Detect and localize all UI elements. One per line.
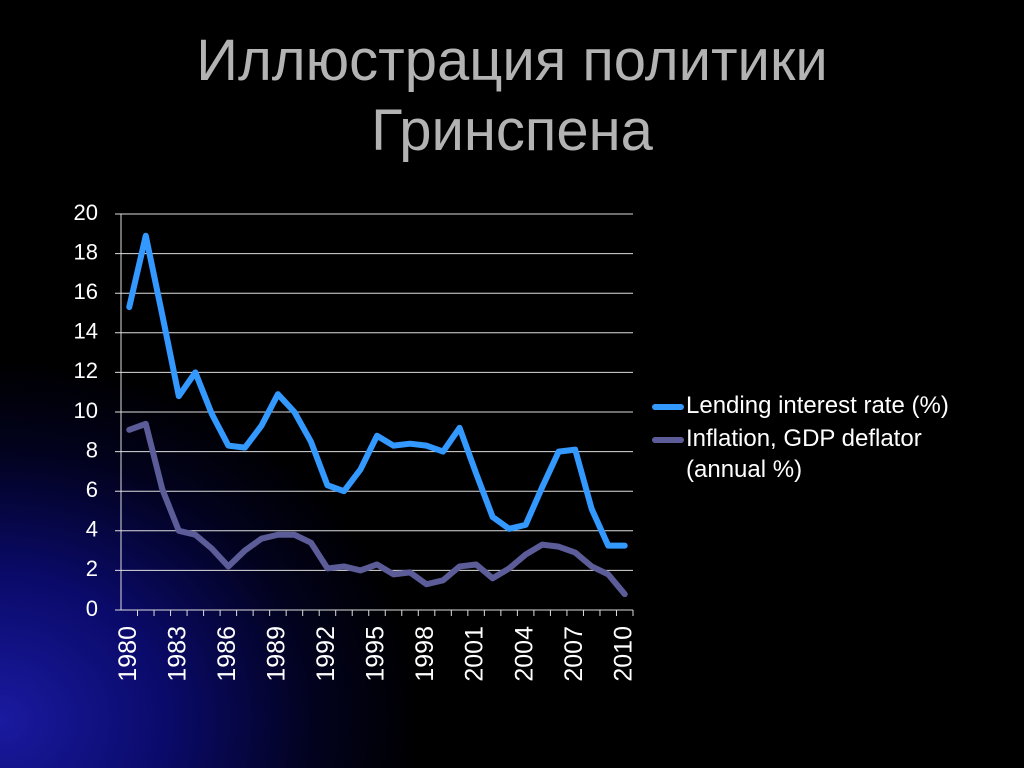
x-tick-label: 2001	[461, 626, 489, 682]
y-tick-label: 4	[86, 517, 98, 542]
y-tick-label: 16	[74, 279, 98, 304]
legend: Lending interest rate (%) Inflation, GDP …	[652, 390, 952, 487]
y-tick-label: 8	[86, 437, 98, 462]
legend-swatch	[652, 404, 684, 410]
series-line	[126, 232, 628, 549]
series-line	[126, 420, 628, 598]
x-tick-label: 2007	[560, 626, 588, 682]
legend-item: Inflation, GDP deflator (annual %)	[652, 423, 952, 485]
y-tick-label: 2	[86, 556, 98, 581]
y-tick-label: 0	[86, 596, 98, 621]
x-tick-label: 1983	[163, 626, 191, 682]
legend-swatch	[652, 437, 684, 443]
x-tick-label: 1998	[411, 626, 439, 682]
y-tick-label: 20	[74, 200, 98, 225]
x-tick-label: 2010	[609, 626, 637, 682]
y-tick-label: 6	[86, 477, 98, 502]
x-tick-label: 1989	[263, 626, 291, 682]
x-tick-label: 1992	[312, 626, 340, 682]
y-tick-label: 12	[74, 358, 98, 383]
y-tick-label: 10	[74, 398, 98, 423]
chart-title: Иллюстрация политики Гринспена	[196, 28, 828, 163]
y-tick-label: 18	[74, 239, 98, 264]
legend-label: Lending interest rate (%)	[686, 392, 949, 419]
x-tick-label: 2004	[510, 626, 538, 682]
legend-label: Inflation, GDP deflator (annual %)	[686, 425, 922, 483]
x-tick-label: 1986	[213, 626, 241, 682]
y-tick-label: 14	[74, 319, 98, 344]
x-tick-label: 1980	[114, 626, 142, 682]
legend-item: Lending interest rate (%)	[652, 390, 952, 421]
x-tick-label: 1995	[362, 626, 390, 682]
